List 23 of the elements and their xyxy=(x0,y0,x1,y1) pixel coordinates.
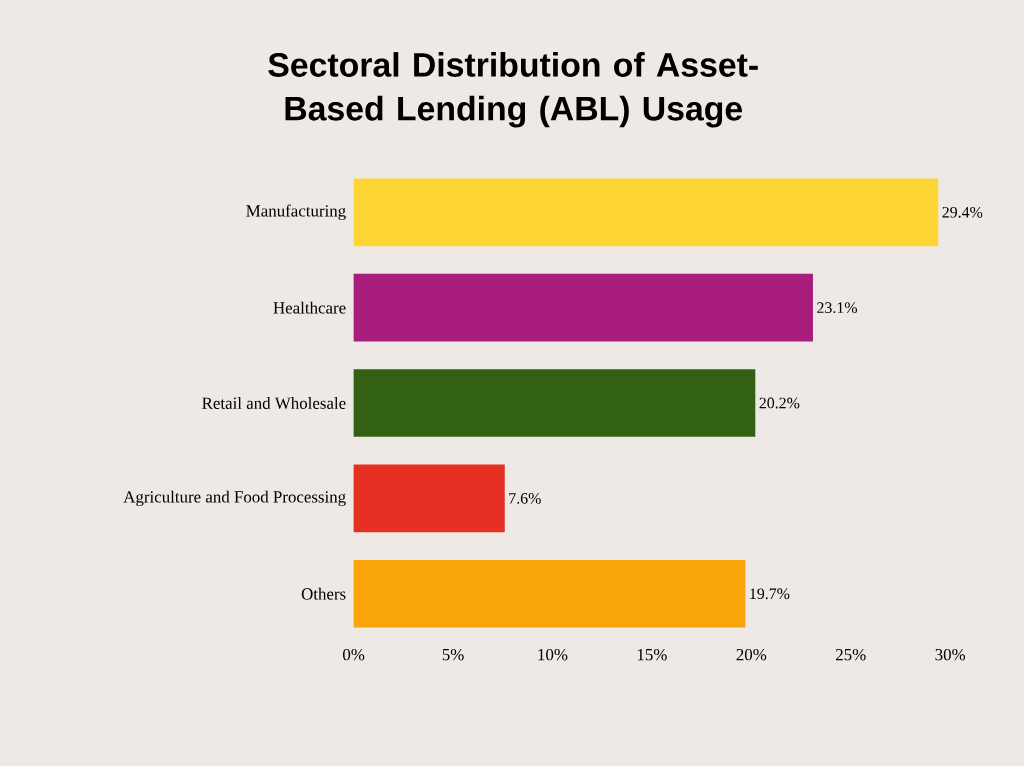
data-label: 7.6% xyxy=(509,492,541,504)
x-tick-label: 5% xyxy=(442,648,464,661)
x-tick-label: 25% xyxy=(836,648,866,661)
y-tick-label: Agriculture and Food Processing xyxy=(123,490,346,507)
data-label: 29.4% xyxy=(942,206,983,218)
y-tick-label: Manufacturing xyxy=(246,204,346,220)
bar xyxy=(353,464,505,533)
data-label: 23.1% xyxy=(817,302,858,313)
y-tick-label: Healthcare xyxy=(273,301,346,314)
bar xyxy=(353,178,939,247)
bar xyxy=(353,559,746,628)
y-tick-label: Others xyxy=(301,587,346,600)
data-label: 19.7% xyxy=(750,588,790,600)
x-tick-label: 20% xyxy=(736,648,767,661)
y-tick-label: Retail and Wholesale xyxy=(202,396,346,409)
x-tick-label: 0% xyxy=(343,648,365,661)
x-tick-label: 10% xyxy=(538,648,568,661)
bar xyxy=(353,369,756,437)
x-tick-label: 30% xyxy=(935,648,966,661)
chart-title: Sectoral Distribution of Asset-Based Lending (ABL) Usage xyxy=(268,52,758,128)
x-tick-label: 15% xyxy=(637,648,667,661)
data-label: 20.2% xyxy=(759,397,800,409)
bar xyxy=(353,273,813,342)
